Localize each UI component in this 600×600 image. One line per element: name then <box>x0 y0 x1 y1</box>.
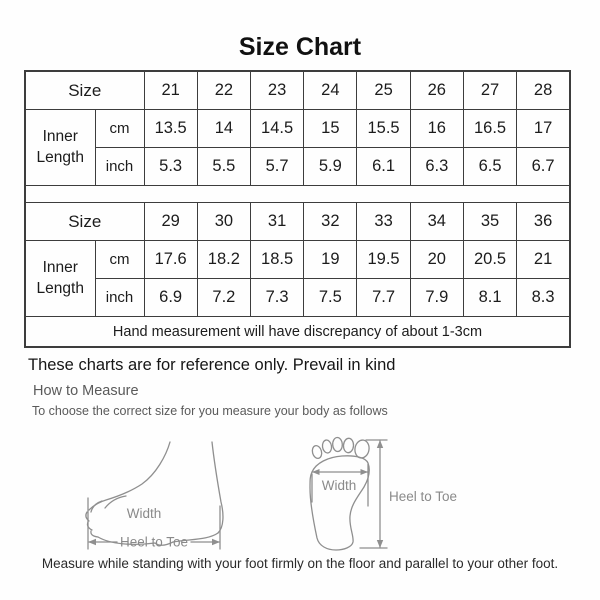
measure-caption: Measure while standing with your foot fi… <box>41 556 559 571</box>
size-value-cell: 25 <box>356 70 411 110</box>
cm-value-cell: 18.5 <box>249 240 305 279</box>
table-row: inch 5.3 5.5 5.7 5.9 6.1 6.3 6.5 6.7 <box>25 147 571 186</box>
inch-value-cell: 5.9 <box>303 147 358 186</box>
cm-value-cell: 17.6 <box>143 240 198 279</box>
reference-note: These charts are for reference only. Pre… <box>28 356 396 374</box>
sole-heel-to-toe-label: Heel to Toe <box>389 489 457 504</box>
foot-side-view-diagram: Width Heel to Toe <box>85 441 224 550</box>
side-width-label: Width <box>127 506 162 521</box>
size-value-cell: 36 <box>516 202 571 241</box>
table-row: inch 6.9 7.2 7.3 7.5 7.7 7.9 8.1 8.3 <box>25 278 571 317</box>
size-value-cell: 27 <box>462 70 518 110</box>
inch-value-cell: 7.2 <box>196 278 251 317</box>
cm-unit-cell: cm <box>94 240 145 279</box>
inch-value-cell: 8.3 <box>516 278 571 317</box>
inch-value-cell: 7.3 <box>249 278 305 317</box>
cm-value-cell: 13.5 <box>143 109 198 148</box>
size-value-cell: 33 <box>356 202 411 241</box>
size-value-cell: 31 <box>249 202 305 241</box>
table-row: Size 29 30 31 32 33 34 35 36 <box>24 202 571 241</box>
inch-value-cell: 6.3 <box>409 147 464 186</box>
size-value-cell: 24 <box>303 70 358 110</box>
size-chart-table: Size 21 22 23 24 25 26 27 28 Inner Length cm 13.5 14… <box>24 70 571 348</box>
inch-value-cell: 5.5 <box>196 147 251 186</box>
table-note-cell: Hand measurement will have discrepancy o… <box>24 316 571 348</box>
inch-value-cell: 6.9 <box>143 278 198 317</box>
measure-instruction: To choose the correct size for you measu… <box>32 404 388 418</box>
foot-sole-view-diagram: Width Heel to Toe <box>309 436 457 551</box>
inch-value-cell: 7.9 <box>409 278 464 317</box>
size-header-cell: Size <box>24 202 145 241</box>
spacer-row-cell <box>24 185 571 203</box>
size-value-cell: 28 <box>516 70 571 110</box>
inch-unit-cell: inch <box>94 147 145 186</box>
table-row: Inner Length cm 17.6 18.2 18.5 19 19.5 20 20.5 21 <box>24 240 571 317</box>
inch-value-cell: 7.5 <box>303 278 358 317</box>
table-row: Hand measurement will have discrepancy o… <box>24 316 571 348</box>
inch-value-cell: 6.5 <box>462 147 518 186</box>
size-value-cell: 23 <box>249 70 305 110</box>
cm-unit-cell: cm <box>94 109 145 148</box>
table-row: Size 21 22 23 24 25 26 27 28 <box>24 70 571 110</box>
table-row <box>24 185 571 203</box>
cm-value-cell: 14.5 <box>249 109 305 148</box>
inch-value-cell: 5.7 <box>249 147 305 186</box>
cm-value-cell: 16 <box>409 109 464 148</box>
page-title: Size Chart <box>238 33 362 61</box>
size-value-cell: 32 <box>303 202 358 241</box>
sole-width-label: Width <box>322 478 357 493</box>
inch-value-cell: 6.7 <box>516 147 571 186</box>
cm-value-cell: 19 <box>303 240 358 279</box>
how-to-measure-heading: How to Measure <box>33 383 139 399</box>
inner-length-cell: Inner Length <box>24 109 96 186</box>
inch-value-cell: 7.7 <box>356 278 411 317</box>
size-header-cell: Size <box>24 70 145 110</box>
cm-value-cell: 19.5 <box>356 240 411 279</box>
inch-value-cell: 5.3 <box>143 147 198 186</box>
size-value-cell: 30 <box>196 202 251 241</box>
inch-value-cell: 6.1 <box>356 147 411 186</box>
cm-value-cell: 21 <box>516 240 571 279</box>
cm-value-cell: 14 <box>196 109 251 148</box>
measurement-diagram: Width Heel to Toe Width Heel to <box>85 436 457 551</box>
size-value-cell: 26 <box>409 70 464 110</box>
size-table-body: Size 21 22 23 24 25 26 27 28 Inner Length cm 13.5 14… <box>24 70 571 348</box>
inch-value-cell: 8.1 <box>462 278 518 317</box>
size-value-cell: 21 <box>143 70 198 110</box>
cm-value-cell: 18.2 <box>196 240 251 279</box>
size-value-cell: 22 <box>196 70 251 110</box>
table-row: Inner Length cm 13.5 14 14.5 15 15.5 16 16.5 17 <box>24 109 571 186</box>
cm-value-cell: 15.5 <box>356 109 411 148</box>
cm-value-cell: 17 <box>516 109 571 148</box>
size-value-cell: 34 <box>409 202 464 241</box>
side-heel-to-toe-label: Heel to Toe <box>120 535 188 550</box>
inner-length-cell: Inner Length <box>24 240 96 317</box>
cm-value-cell: 15 <box>303 109 358 148</box>
size-value-cell: 29 <box>143 202 198 241</box>
cm-value-cell: 20 <box>409 240 464 279</box>
cm-value-cell: 16.5 <box>462 109 518 148</box>
cm-value-cell: 20.5 <box>462 240 518 279</box>
size-value-cell: 35 <box>462 202 518 241</box>
inch-unit-cell: inch <box>94 278 145 317</box>
